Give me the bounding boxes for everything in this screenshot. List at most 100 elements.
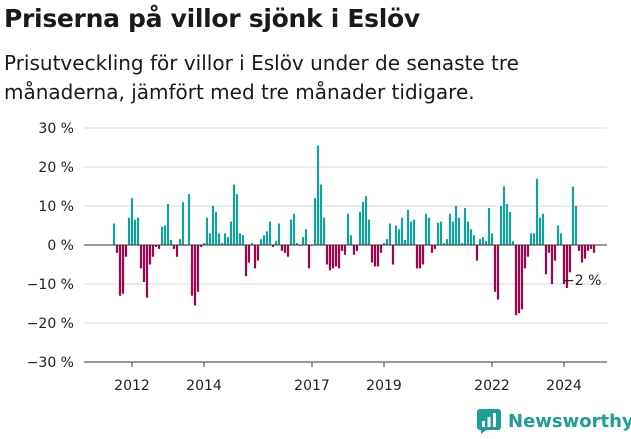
bar [430,245,434,253]
bar [328,245,332,271]
bar [115,245,119,253]
bar [439,221,443,245]
x-axis-ticks [131,362,565,367]
bar [124,245,128,257]
bar [574,206,578,245]
bar [163,225,167,245]
bar [265,231,269,245]
bar [484,241,488,245]
bar [358,211,362,245]
bar [523,245,527,269]
y-tick-label: −10 % [27,277,74,293]
bar [391,245,395,265]
bar [385,239,389,245]
bar [280,245,284,251]
bar [196,245,200,292]
bar [556,225,560,245]
bar [427,217,431,245]
bar [331,245,335,269]
bar [304,229,308,245]
bar [130,198,134,245]
bar [400,217,404,245]
bar [364,196,368,245]
chart-subtitle: Prisutveckling för villor i Eslöv under … [4,51,519,104]
bar [322,217,326,245]
bar [502,186,506,245]
bar [133,219,137,245]
bar [493,245,497,292]
bar [475,245,479,261]
bar [175,245,179,257]
bar [517,245,521,314]
y-tick-label: 10 % [38,199,74,215]
bar [394,225,398,245]
bar [226,237,230,245]
y-tick-label: 30 % [38,121,74,137]
bar [292,213,296,245]
bar [142,245,146,283]
bar [211,206,215,245]
bar [463,207,467,245]
x-tick-label: 2017 [294,378,330,394]
bar [376,245,380,267]
bar [313,198,317,245]
bar [481,237,485,245]
bar [352,245,356,255]
bar [160,226,164,245]
bar [433,245,437,249]
y-tick-label: 20 % [38,160,74,176]
bar [151,245,155,257]
bar [172,245,176,249]
bar [340,245,344,251]
bar [247,245,251,263]
bar [169,239,173,245]
bar [139,245,143,269]
bar [547,245,551,253]
bar [277,223,281,245]
y-tick-label: −30 % [27,355,74,371]
bar [580,245,584,263]
bar [118,245,122,296]
bar [505,204,509,245]
bar [301,237,305,245]
bar [577,245,581,251]
newsworthy-logo[interactable]: Newsworthy [476,408,631,434]
bar [466,221,470,245]
bar [592,245,596,253]
bar [235,194,239,245]
bar [586,245,590,251]
bar [154,245,158,247]
bar [349,235,353,245]
bar [157,245,161,249]
bar [382,243,386,245]
bar [436,222,440,245]
last-value-label: −2 % [563,273,601,289]
bar [361,202,365,245]
bar [274,241,278,245]
bar [388,223,392,245]
y-tick-label: −20 % [27,316,74,332]
bar [496,245,500,300]
bar [418,245,422,269]
bar [412,219,416,245]
bar [268,221,272,245]
bar [469,229,473,245]
bar [283,245,287,253]
bar [112,223,116,245]
bar [403,239,407,245]
bar [178,239,182,245]
bar [448,213,452,245]
bar [409,221,413,245]
bar [499,206,503,245]
bar [262,235,266,245]
bar [271,245,275,247]
bar [223,233,227,245]
bar [571,186,575,245]
bar [319,184,323,245]
bar [541,213,545,245]
bar [208,233,212,245]
bar [244,245,248,277]
bar [544,245,548,275]
bar [232,184,236,245]
